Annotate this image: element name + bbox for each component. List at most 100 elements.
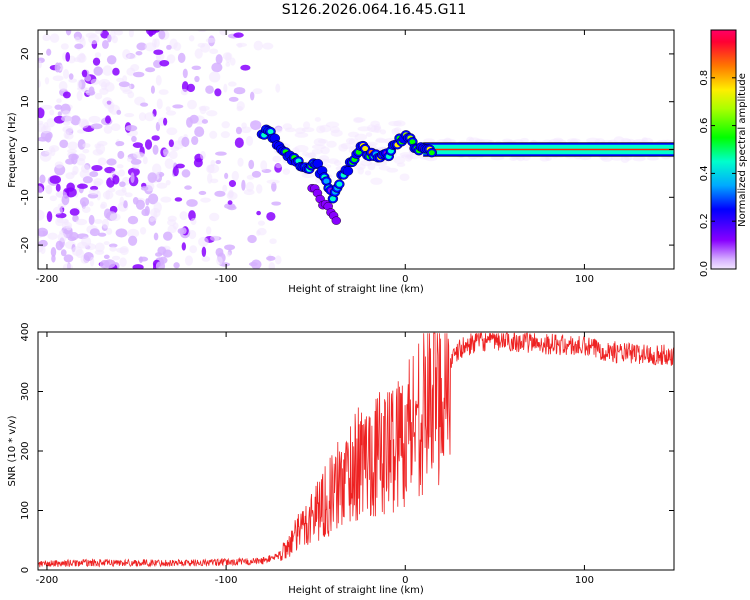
spectrogram-noise-blob	[115, 189, 128, 196]
spectrogram-halo-blob	[600, 155, 613, 162]
spectrogram-noise-blob	[45, 184, 53, 195]
spectrogram-noise-blob	[123, 200, 128, 209]
spectrogram-halo-blob	[284, 127, 296, 133]
spectrogram-halo-blob	[275, 163, 282, 169]
spectrogram-noise-blob	[191, 135, 199, 146]
spectrogram-noise-blob	[153, 38, 160, 48]
spectrogram-noise-blob	[89, 171, 99, 178]
spectrogram-noise-blob	[63, 254, 74, 263]
spectrogram-noise-blob	[186, 199, 198, 207]
spectrogram-noise-blob	[131, 135, 137, 143]
spectrogram-noise-blob	[153, 210, 158, 222]
spectrogram-noise-blob	[38, 120, 44, 125]
spectrogram-noise-blob	[201, 246, 207, 258]
spectrogram-noise-blob	[245, 135, 254, 146]
spectrogram-noise-blob	[77, 183, 88, 189]
spectrogram-noise-blob	[247, 234, 257, 244]
spectrogram-noise-blob	[148, 30, 154, 37]
spectrogram-noise-blob	[141, 208, 149, 217]
spectrogram-noise-blob	[233, 32, 244, 38]
spectrogram-noise-blob	[186, 83, 196, 93]
spectrogram-noise-blob	[158, 89, 169, 95]
spectrogram-noise-blob	[186, 117, 193, 128]
spectrogram-noise-blob	[205, 85, 214, 94]
spectrogram-noise-blob	[130, 64, 140, 72]
spectrogram-noise-blob	[224, 244, 236, 251]
spectrogram-noise-blob	[165, 179, 171, 186]
spectrogram-noise-blob	[81, 69, 88, 78]
spectrogram-noise-blob	[262, 42, 274, 50]
spectrogram-noise-blob	[209, 48, 219, 55]
spectrogram-halo-blob	[632, 156, 646, 162]
spectrogram-noise-blob	[71, 171, 78, 176]
spectrogram-noise-blob	[54, 161, 64, 169]
spectrogram-noise-blob	[275, 83, 281, 93]
spectrogram-noise-blob	[90, 78, 100, 85]
spectrogram-noise-blob	[52, 75, 64, 82]
ridge-blob	[323, 178, 330, 184]
spectrogram-noise-blob	[139, 226, 147, 235]
spectrogram-noise-blob	[47, 232, 58, 240]
spectrogram-noise-blob	[67, 236, 77, 242]
spectrogram-noise-blob	[248, 159, 255, 170]
snr-xtick-label: -200	[36, 575, 59, 586]
spectrogram-noise-blob	[70, 115, 81, 126]
spectrogram-noise-blob	[94, 249, 105, 255]
spectrogram-noise-blob	[162, 148, 169, 155]
spectrogram-noise-blob	[118, 81, 130, 88]
spectrogram-noise-blob	[51, 254, 56, 263]
spectrogram-noise-blob	[156, 98, 163, 110]
spectrogram-noise-blob	[205, 37, 217, 43]
spectrogram-noise-blob	[77, 79, 82, 90]
spectrogram-noise-blob	[189, 245, 198, 254]
spectrogram-noise-blob	[132, 264, 144, 269]
spectrogram-noise-blob	[88, 189, 100, 195]
spectrogram-noise-blob	[74, 43, 84, 50]
spectrogram-noise-blob	[172, 104, 184, 109]
spectrogram-noise-blob	[57, 232, 67, 243]
spectrogram-noise-blob	[138, 112, 147, 122]
spectrogram-noise-blob	[61, 194, 70, 206]
spectrogram-noise-blob	[253, 40, 263, 51]
spectrogram-noise-blob	[228, 189, 234, 199]
spectrogram-noise-blob	[38, 185, 44, 196]
spectrogram-halo-blob	[301, 172, 315, 179]
spectrogram-noise-blob	[191, 65, 202, 71]
spectrogram-noise-blob	[91, 164, 103, 172]
spectrogram-noise-blob	[56, 98, 62, 104]
colorbar-tick-label: 0.8	[699, 70, 710, 86]
spectrogram-noise-blob	[159, 59, 170, 67]
spectrogram-noise-blob	[82, 176, 93, 184]
spectrogram-noise-blob	[166, 54, 176, 64]
spectrogram-noise-blob	[64, 115, 73, 124]
spectrogram-noise-blob	[93, 66, 103, 76]
spectrogram-noise-blob	[68, 73, 74, 80]
spectrogram-halo-blob	[399, 173, 410, 181]
spectrogram-noise-blob	[42, 34, 51, 42]
spectrogram-noise-blob	[102, 190, 114, 200]
spectrogram-noise-blob	[194, 126, 205, 138]
spectrogram-noise-blob	[94, 52, 102, 58]
colorbar-gradient	[710, 29, 737, 270]
spectrogram-noise-blob	[60, 43, 69, 50]
spectrogram-noise-blob	[110, 123, 121, 132]
spectrogram-noise-blob	[250, 259, 262, 269]
spectrogram-noise-blob	[162, 249, 173, 258]
spectrogram-halo-blob	[354, 133, 368, 141]
ridge-blob	[329, 196, 336, 202]
spectrogram-noise-blob	[124, 112, 135, 118]
spectrogram-noise-blob	[201, 119, 209, 124]
spectrogram-halo-blob	[393, 156, 406, 164]
spectrogram-noise-blob	[165, 106, 171, 112]
colorbar: 0.0 0.2 0.4 0.6 0.8 Normalized spectral ampl…	[699, 29, 748, 277]
spectrogram-noise-blob	[109, 213, 121, 222]
spectrogram-noise-blob	[66, 182, 75, 192]
spectrogram-noise-blob	[144, 42, 157, 52]
spectrogram-noise-blob	[63, 131, 70, 139]
spectrogram-noise-blob	[49, 195, 58, 202]
spectrogram-noise-blob	[155, 261, 166, 269]
spectrogram-noise-blob	[61, 110, 71, 116]
spectrogram-noise-blob	[190, 218, 197, 226]
spectrogram-noise-blob	[38, 209, 45, 221]
spectrogram-noise-blob	[194, 48, 203, 59]
